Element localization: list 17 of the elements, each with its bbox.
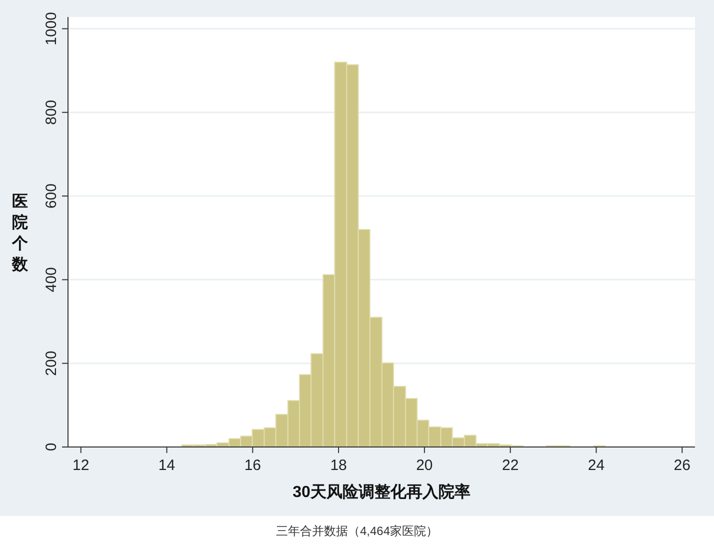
y-tick-label: 800 [43, 100, 60, 125]
x-tick-label: 26 [674, 457, 690, 474]
x-tick-label: 14 [158, 457, 176, 474]
x-tick-label: 16 [244, 457, 262, 474]
x-tick-label: 20 [416, 457, 433, 474]
y-tick-label: 0 [43, 442, 60, 452]
x-tick-label: 12 [72, 457, 90, 474]
text: 三年合并数据（4,464家医院） [276, 524, 438, 538]
y-tick-label: 600 [43, 184, 60, 209]
y-tick-label: 400 [43, 267, 60, 292]
y-axis-title: 医院个数 [11, 194, 29, 274]
x-tick-label: 22 [502, 457, 519, 474]
x-axis-title: 30天风险调整化再入院率 [292, 482, 470, 501]
x-tick-label: 18 [330, 457, 347, 474]
y-tick-label: 200 [43, 350, 60, 376]
y-tick-label: 1000 [43, 12, 60, 46]
x-tick-label: 24 [588, 457, 605, 474]
